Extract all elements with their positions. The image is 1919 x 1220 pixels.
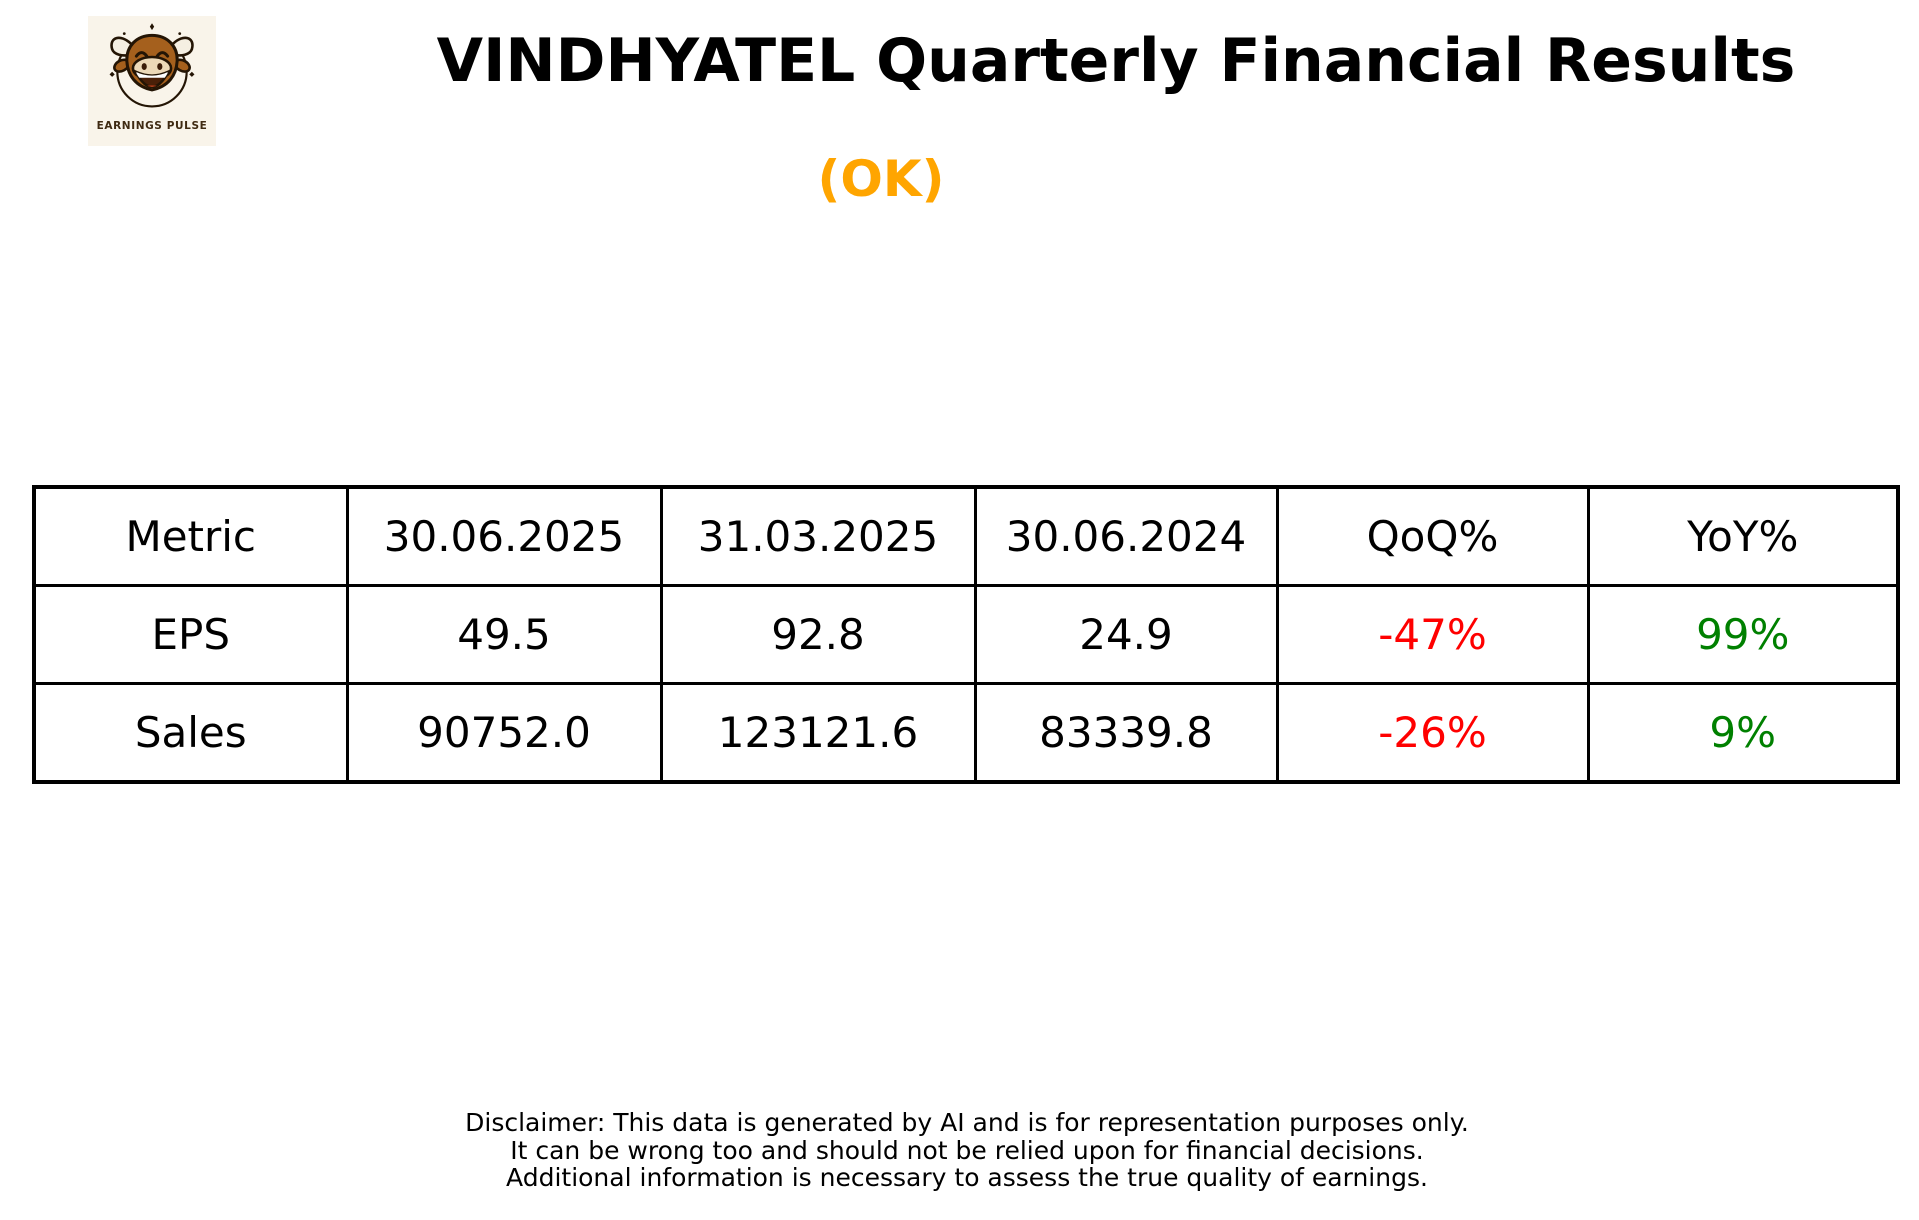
column-header-q-current: 30.06.2025 xyxy=(345,485,663,587)
sales-qoq-change: -26% xyxy=(1275,682,1590,784)
metric-label: EPS xyxy=(32,584,349,685)
table-row-sales: Sales 90752.0 123121.6 83339.8 -26% 9% xyxy=(32,682,1900,784)
eps-previous: 92.8 xyxy=(659,584,977,685)
eps-qoq-change: -47% xyxy=(1275,584,1590,685)
verdict-badge: (OK) xyxy=(817,150,945,208)
page-title: VINDHYATEL Quarterly Financial Results xyxy=(436,26,1796,96)
sales-previous: 123121.6 xyxy=(659,682,977,784)
sales-yoy-change: 9% xyxy=(1586,682,1900,784)
eps-current: 49.5 xyxy=(345,584,663,685)
eps-yearago: 24.9 xyxy=(973,584,1279,685)
eps-yoy-change: 99% xyxy=(1586,584,1900,685)
table-row-eps: EPS 49.5 92.8 24.9 -47% 99% xyxy=(32,584,1900,685)
earnings-pulse-logo: EARNINGS PULSE xyxy=(88,16,216,146)
column-header-metric: Metric xyxy=(32,485,349,587)
column-header-q-yearago: 30.06.2024 xyxy=(973,485,1279,587)
table-header-row: Metric 30.06.2025 31.03.2025 30.06.2024 … xyxy=(32,485,1900,587)
quarterly-results-table: Metric 30.06.2025 31.03.2025 30.06.2024 … xyxy=(32,485,1900,784)
bull-icon xyxy=(109,23,195,108)
disclaimer: Disclaimer: This data is generated by AI… xyxy=(465,1109,1469,1192)
disclaimer-line: Additional information is necessary to a… xyxy=(506,1163,1428,1192)
sales-current: 90752.0 xyxy=(345,682,663,784)
column-header-q-previous: 31.03.2025 xyxy=(659,485,977,587)
disclaimer-line: Disclaimer: This data is generated by AI… xyxy=(465,1108,1469,1137)
column-header-yoy: YoY% xyxy=(1586,485,1900,587)
column-header-qoq: QoQ% xyxy=(1275,485,1590,587)
metric-label: Sales xyxy=(32,682,349,784)
sales-yearago: 83339.8 xyxy=(973,682,1279,784)
logo-brand-text: EARNINGS PULSE xyxy=(96,120,208,132)
disclaimer-line: It can be wrong too and should not be re… xyxy=(510,1135,1424,1165)
